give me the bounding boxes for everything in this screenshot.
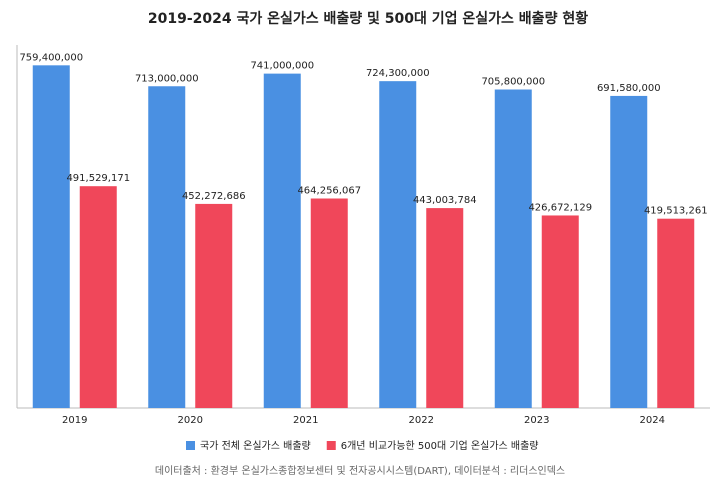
value-label: 464,256,067 xyxy=(297,186,361,197)
bar xyxy=(195,203,233,408)
bar xyxy=(310,198,348,408)
value-label: 452,272,686 xyxy=(182,191,246,202)
x-tick-label: 2023 xyxy=(524,415,549,426)
x-tick-label: 2021 xyxy=(293,415,318,426)
legend-swatch xyxy=(186,441,195,450)
bar xyxy=(541,215,579,408)
value-label: 443,003,784 xyxy=(413,195,477,206)
bar xyxy=(610,95,648,408)
x-tick-label: 2022 xyxy=(409,415,434,426)
value-label: 491,529,171 xyxy=(66,173,130,184)
value-label: 713,000,000 xyxy=(135,73,199,84)
bar xyxy=(32,65,70,409)
legend-label: 6개년 비교가능한 500대 기업 온실가스 배출량 xyxy=(341,439,539,452)
value-label: 741,000,000 xyxy=(250,61,314,72)
x-tick-label: 2024 xyxy=(640,415,665,426)
value-label: 691,580,000 xyxy=(597,83,661,94)
legend-label: 국가 전체 온실가스 배출량 xyxy=(200,440,311,452)
bar xyxy=(426,208,464,408)
value-label: 419,513,261 xyxy=(644,206,708,217)
x-tick-label: 2019 xyxy=(62,415,87,426)
bar xyxy=(148,86,186,408)
bar xyxy=(657,218,695,408)
source-note: 데이터출처 : 환경부 온실가스종합정보센터 및 전자공시시스템(DART), … xyxy=(155,464,565,477)
value-label: 426,672,129 xyxy=(528,202,592,213)
bar xyxy=(379,81,417,409)
chart-title: 2019-2024 국가 온실가스 배출량 및 500대 기업 온실가스 배출량… xyxy=(148,10,588,27)
value-label: 759,400,000 xyxy=(19,52,83,63)
bar xyxy=(494,89,532,408)
bar xyxy=(79,186,117,408)
x-tick-label: 2020 xyxy=(178,415,203,426)
legend-swatch xyxy=(326,441,336,450)
value-label: 705,800,000 xyxy=(481,77,545,88)
value-label: 724,300,000 xyxy=(366,68,430,79)
bar xyxy=(263,73,301,408)
